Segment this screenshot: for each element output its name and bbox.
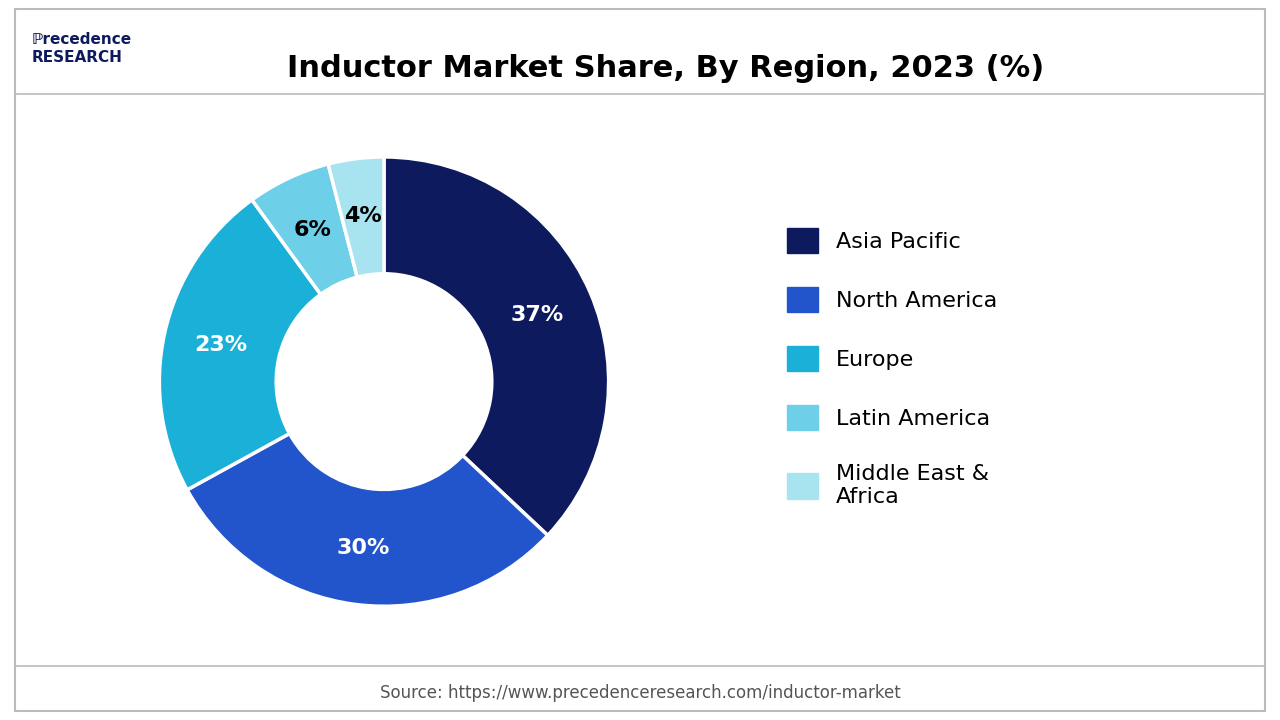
Text: Inductor Market Share, By Region, 2023 (%): Inductor Market Share, By Region, 2023 (…: [287, 54, 1044, 83]
Wedge shape: [160, 200, 320, 490]
Wedge shape: [187, 433, 548, 606]
Text: 30%: 30%: [337, 538, 389, 557]
Text: Source: https://www.precedenceresearch.com/inductor-market: Source: https://www.precedenceresearch.c…: [380, 684, 900, 702]
Text: 4%: 4%: [344, 206, 381, 225]
Text: 37%: 37%: [511, 305, 564, 325]
Legend: Asia Pacific, North America, Europe, Latin America, Middle East &
Africa: Asia Pacific, North America, Europe, Lat…: [778, 219, 1006, 516]
Wedge shape: [328, 157, 384, 277]
Text: ℙrecedence
RESEARCH: ℙrecedence RESEARCH: [32, 32, 132, 65]
Text: 6%: 6%: [294, 220, 332, 240]
Text: 23%: 23%: [195, 335, 247, 355]
Wedge shape: [252, 164, 357, 294]
Wedge shape: [384, 157, 608, 536]
